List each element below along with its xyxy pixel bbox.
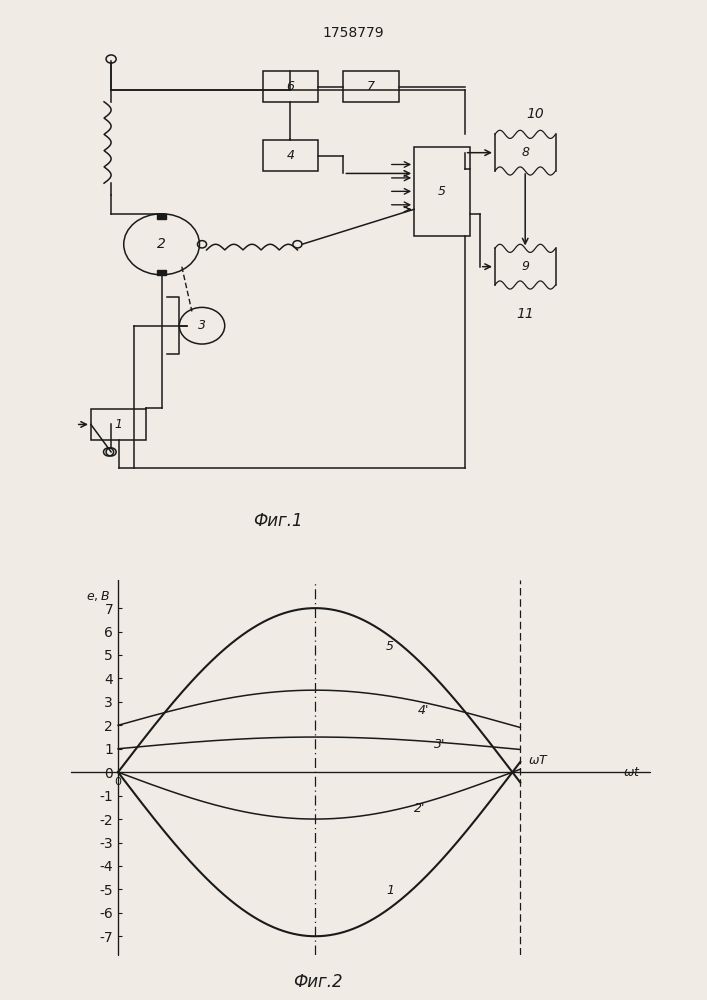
Text: 10: 10 <box>527 107 544 121</box>
Text: 3: 3 <box>198 319 206 332</box>
Text: 4': 4' <box>418 704 429 717</box>
Polygon shape <box>157 214 166 219</box>
Text: 7: 7 <box>367 80 375 93</box>
Text: 5: 5 <box>386 640 395 653</box>
Text: 1: 1 <box>386 884 395 897</box>
Text: Фиг.2: Фиг.2 <box>293 973 343 991</box>
Text: 1758779: 1758779 <box>322 26 385 40</box>
Polygon shape <box>157 270 166 275</box>
Text: 8: 8 <box>521 146 530 159</box>
Text: 4: 4 <box>286 149 294 162</box>
Text: 11: 11 <box>516 306 534 320</box>
Text: 6: 6 <box>286 80 294 93</box>
Text: 2: 2 <box>157 237 166 251</box>
Text: 5: 5 <box>438 185 446 198</box>
Text: Фиг.1: Фиг.1 <box>253 512 303 530</box>
Text: 1: 1 <box>115 418 123 431</box>
Text: 3': 3' <box>433 738 445 751</box>
Text: $\omega t$: $\omega t$ <box>623 766 641 779</box>
Text: $e, B$: $e, B$ <box>86 589 110 603</box>
Text: $\omega T$: $\omega T$ <box>528 754 549 767</box>
Text: 9: 9 <box>521 260 530 273</box>
Text: 2': 2' <box>414 802 425 815</box>
